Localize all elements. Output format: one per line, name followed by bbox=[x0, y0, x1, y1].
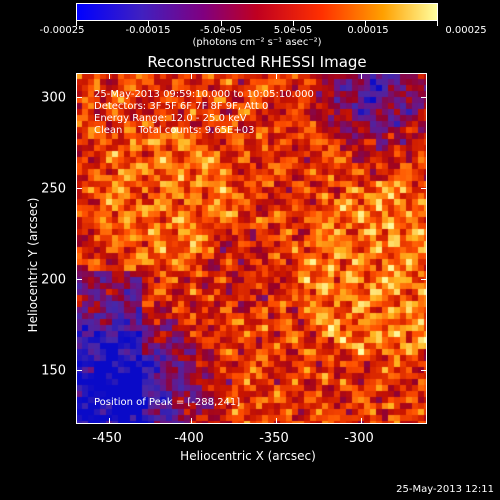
colorbar-tick bbox=[76, 21, 77, 26]
colorbar bbox=[76, 3, 438, 21]
y-tick bbox=[76, 370, 82, 371]
colorbar-tick-label: 0.00015 bbox=[347, 25, 389, 36]
colorbar-tick bbox=[293, 21, 294, 26]
energy-range-text: Energy Range: 12.0 - 25.0 keV bbox=[94, 113, 247, 124]
x-tick bbox=[191, 418, 192, 424]
rhessi-image bbox=[76, 73, 427, 424]
time-range-text: 25-May-2013 09:59:10.000 to 10:05:10.000 bbox=[94, 89, 314, 100]
y-tick bbox=[76, 279, 82, 280]
x-tick bbox=[361, 418, 362, 424]
colorbar-units: (photons cm⁻² s⁻¹ asec⁻²) bbox=[192, 37, 322, 48]
colorbar-tick bbox=[365, 21, 366, 26]
x-tick bbox=[361, 73, 362, 79]
y-tick bbox=[421, 370, 427, 371]
x-tick bbox=[276, 73, 277, 79]
x-tick-label: -450 bbox=[92, 431, 122, 446]
colorbar-tick-label: 0.00025 bbox=[445, 25, 487, 36]
y-tick-label: 300 bbox=[41, 90, 66, 106]
x-tick-label: -350 bbox=[259, 431, 289, 446]
y-tick bbox=[421, 279, 427, 280]
detectors-text: Detectors: 3F 5F 6F 7F 8F 9F, Att 0 bbox=[94, 101, 269, 112]
x-tick bbox=[109, 418, 110, 424]
colorbar-tick-label: 5.0e-05 bbox=[273, 25, 313, 36]
image-title: Reconstructed RHESSI Image bbox=[147, 53, 367, 71]
x-tick-label: -400 bbox=[174, 431, 204, 446]
heatmap-canvas bbox=[76, 73, 427, 424]
colorbar-tick bbox=[221, 21, 222, 26]
y-tick bbox=[421, 188, 427, 189]
colorbar-tick bbox=[437, 21, 438, 26]
y-axis-label: Heliocentric Y (arcsec) bbox=[26, 197, 40, 333]
colorbar-tick-label: -5.0e-05 bbox=[200, 25, 242, 36]
peak-position-text: Position of Peak = [-288,241] bbox=[94, 397, 241, 408]
colorbar-tick bbox=[148, 21, 149, 26]
y-tick bbox=[76, 188, 82, 189]
clean-counts-text: Clean Total counts: 9.65E+03 bbox=[94, 125, 255, 136]
x-tick-label: -300 bbox=[344, 431, 374, 446]
timestamp: 25-May-2013 12:11 bbox=[396, 484, 494, 495]
colorbar-tick-label: -0.00025 bbox=[39, 25, 85, 36]
x-tick bbox=[109, 73, 110, 79]
y-tick-label: 150 bbox=[41, 363, 66, 379]
y-tick-label: 200 bbox=[41, 272, 66, 288]
y-tick bbox=[76, 97, 82, 98]
y-tick bbox=[421, 97, 427, 98]
x-axis-label: Heliocentric X (arcsec) bbox=[180, 449, 316, 463]
x-tick bbox=[276, 418, 277, 424]
y-tick-label: 250 bbox=[41, 181, 66, 197]
colorbar-tick-label: -0.00015 bbox=[125, 25, 171, 36]
x-tick bbox=[191, 73, 192, 79]
